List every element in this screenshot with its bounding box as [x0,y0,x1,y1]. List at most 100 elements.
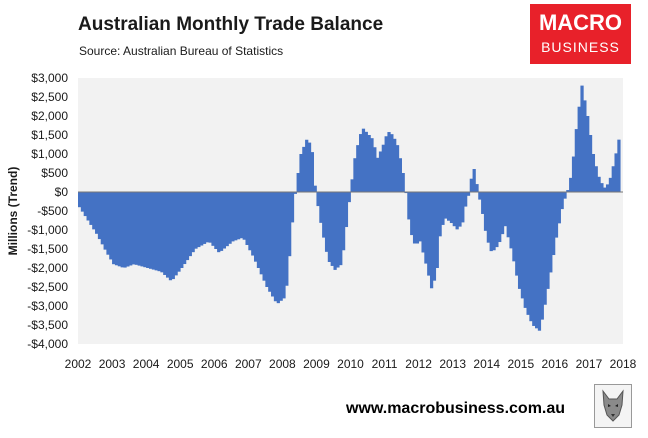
bar-53 [228,192,232,244]
bar-152 [509,192,513,249]
bar-180 [588,135,593,192]
bar-80 [305,139,309,192]
bar-82 [310,152,314,192]
bar-85 [319,192,323,223]
bar-48 [214,192,218,249]
bar-144 [486,192,490,243]
bar-167 [552,192,556,256]
bar-100 [361,128,366,192]
bar-49 [217,192,221,253]
bar-26 [151,192,156,270]
bar-61 [251,192,255,256]
bar-141 [478,192,482,200]
bar-4 [89,192,93,225]
bar-36 [180,192,184,268]
x-tick-label: 2012 [405,357,432,371]
bar-79 [302,146,306,192]
bar-29 [160,192,164,273]
bar-136 [464,192,468,207]
bar-185 [603,187,607,192]
bar-57 [239,192,244,239]
bar-120 [418,192,422,242]
bar-11 [109,192,113,260]
bar-148 [498,192,502,243]
bar-62 [253,192,258,262]
bar-97 [353,158,357,192]
bar-96 [350,179,354,192]
bar-41 [194,192,198,249]
bar-68 [271,192,275,297]
bar-137 [466,192,471,196]
bar-143 [483,192,488,231]
bar-99 [359,134,363,192]
bar-171 [563,192,567,199]
bar-176 [577,106,581,192]
bar-153 [512,192,516,262]
y-tick-label: $1,500 [31,128,68,142]
bar-158 [526,192,530,315]
bar-67 [268,192,272,292]
bar-17 [126,192,130,267]
bar-105 [376,157,380,192]
bar-178 [583,100,587,192]
chart-title: Australian Monthly Trade Balance [78,14,384,35]
y-axis: $3,000 $2,500 $2,000 $1,500 $1,000 $500 $0 -$50… [27,71,68,351]
bar-139 [472,169,476,192]
bar-series [78,85,621,331]
bar-173 [569,177,573,192]
bar-58 [242,192,246,240]
y-tick-label: $500 [41,166,68,180]
bar-130 [447,192,451,221]
bar-39 [188,192,192,257]
bar-9 [103,192,107,250]
bar-162 [537,192,542,331]
bar-93 [341,192,346,251]
bar-183 [597,176,601,192]
bar-181 [591,154,596,192]
bar-170 [560,192,564,210]
bar-119 [415,192,420,244]
bar-52 [225,192,229,247]
bar-8 [100,192,104,245]
bar-129 [444,192,448,219]
x-tick-label: 2009 [303,357,330,371]
bar-159 [529,192,533,322]
bar-150 [503,192,508,227]
y-tick-label: -$1,500 [27,242,68,256]
bar-123 [427,192,431,276]
x-tick-label: 2011 [372,357,398,371]
macrobusiness-logo: MACRO BUSINESS [530,4,631,64]
wolf-logo-icon [594,384,632,428]
bar-155 [517,192,522,289]
bar-124 [429,192,434,289]
x-tick-label: 2014 [473,357,500,371]
bar-37 [183,192,187,265]
bar-108 [384,136,388,192]
bar-25 [148,192,153,269]
bar-7 [97,192,102,240]
x-tick-label: 2008 [269,357,296,371]
bar-145 [489,192,493,252]
bar-31 [165,192,170,278]
bar-84 [316,192,320,207]
bar-55 [234,192,238,241]
bar-42 [197,192,201,248]
bar-87 [324,192,329,252]
bar-15 [120,192,124,268]
bar-43 [200,192,204,246]
chart-subtitle: Source: Australian Bureau of Statistics [79,44,284,58]
y-tick-label: -$2,000 [27,261,68,275]
bar-34 [174,192,178,276]
bar-101 [364,131,368,192]
bar-151 [506,192,510,238]
bar-33 [171,192,175,280]
bar-18 [129,192,133,266]
bar-3 [86,192,90,221]
bar-73 [285,192,289,286]
x-tick-label: 2006 [201,357,228,371]
bar-47 [211,192,215,246]
bar-90 [333,192,337,270]
bar-46 [208,192,212,243]
bar-27 [154,192,158,271]
bar-146 [492,192,496,251]
